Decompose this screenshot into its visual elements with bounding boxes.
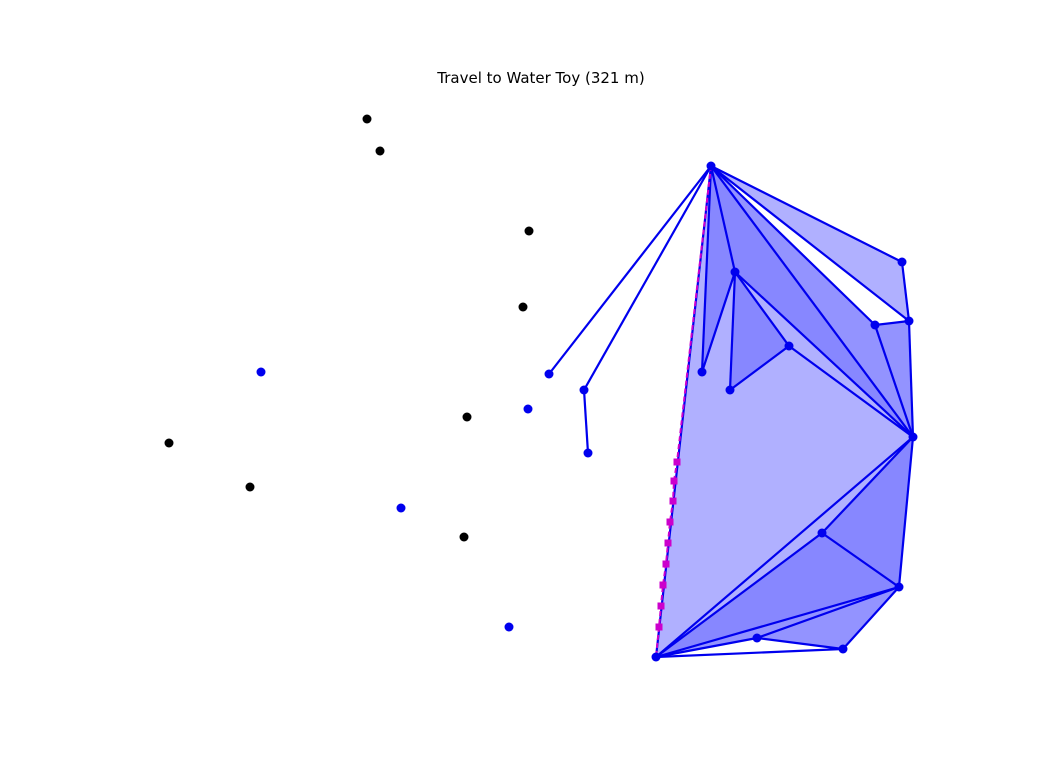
graph-edge	[700, 271, 737, 373]
black-point	[245, 482, 255, 492]
blue-point	[396, 503, 406, 513]
graph-edge	[873, 324, 915, 438]
blue-point	[523, 404, 533, 414]
graph-edge	[709, 165, 737, 273]
black-point	[164, 438, 174, 448]
black-point	[362, 114, 372, 124]
black-point	[462, 412, 472, 422]
graph-node	[730, 267, 740, 277]
graph-edge	[655, 532, 823, 658]
graph-node	[583, 448, 593, 458]
black-point	[524, 226, 534, 236]
route-waypoint	[670, 477, 678, 485]
dark-face	[730, 272, 789, 390]
graph-edge	[655, 585, 900, 659]
graph-edge	[897, 436, 915, 588]
graph-node	[752, 633, 762, 643]
graph-edge	[710, 165, 914, 438]
graph-edge	[821, 532, 900, 588]
route-waypoint	[669, 497, 677, 505]
dark-face	[757, 587, 899, 649]
route-waypoint	[657, 602, 665, 610]
black-point	[518, 302, 528, 312]
black-point	[459, 532, 469, 542]
graph-edge	[756, 585, 900, 640]
graph-edge	[548, 165, 712, 375]
graph-node	[725, 385, 735, 395]
graph-node	[544, 369, 554, 379]
graph-node	[904, 316, 914, 326]
graph-edge	[655, 647, 844, 659]
graph-edge	[655, 636, 758, 659]
route-waypoint	[655, 623, 663, 631]
blue-point	[256, 367, 266, 377]
graph-edge	[710, 165, 876, 326]
nodes-layer	[544, 161, 918, 662]
graph-edge	[729, 345, 790, 391]
graph-node	[579, 385, 589, 395]
graph-edge	[821, 436, 914, 534]
graph-node	[870, 320, 880, 330]
route-waypoint	[662, 560, 670, 568]
graph-node	[784, 341, 794, 351]
route-waypoint	[666, 518, 674, 526]
graph-node	[651, 652, 661, 662]
graph-node	[894, 582, 904, 592]
graph-edge	[710, 165, 903, 263]
graph-edge	[734, 271, 914, 438]
diagram-title: Travel to Water Toy (321 m)	[437, 69, 645, 87]
blue-point	[504, 622, 514, 632]
graph-edge	[756, 636, 844, 651]
graph-edge	[582, 389, 590, 454]
route-waypoint	[673, 458, 681, 466]
graph-node	[897, 257, 907, 267]
graph-edge	[874, 319, 910, 327]
graph-edge	[700, 165, 713, 373]
dark-face	[656, 533, 899, 657]
route-waypoint	[664, 539, 672, 547]
graph-node	[706, 161, 716, 171]
graph-node	[838, 644, 848, 654]
graph-edge	[900, 261, 911, 322]
graph-edge	[907, 320, 915, 438]
graph-edge	[728, 271, 737, 391]
graph-edge	[734, 271, 790, 347]
graph-edge	[655, 436, 914, 658]
graph-node	[908, 432, 918, 442]
graph-edge	[583, 165, 712, 391]
dark-face	[822, 437, 913, 587]
points-layer	[164, 114, 534, 632]
graph-edge	[710, 165, 910, 322]
edges-layer	[548, 165, 915, 659]
graph-node	[697, 367, 707, 377]
dark-face	[702, 166, 735, 372]
graph-edge	[788, 345, 914, 438]
route-waypoint	[659, 581, 667, 589]
black-point	[375, 146, 385, 156]
path-layer	[655, 165, 712, 658]
graph-node	[817, 528, 827, 538]
graph-edge	[842, 586, 900, 650]
